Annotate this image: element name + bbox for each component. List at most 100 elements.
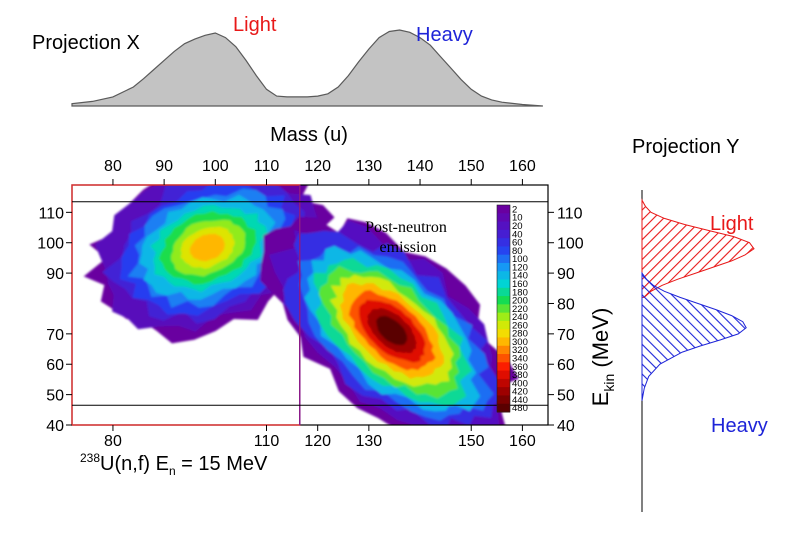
bottom-tick-label: 130 (356, 433, 383, 450)
left-tick-label: 110 (38, 205, 64, 222)
colorbar-swatch (497, 362, 510, 372)
colorbar-swatch (497, 320, 510, 330)
colorbar-label: 200 (512, 296, 528, 307)
colorbar-label: 60 (512, 238, 523, 249)
colorbar-label: 340 (512, 353, 528, 364)
mass-energy-heatmap: Mass (u) 80 90 100 110 120 130 140 150 160 80 110… (37, 124, 617, 478)
projection-y-title: Projection Y (632, 136, 739, 158)
colorbar-swatch (497, 221, 510, 231)
colorbar-label: 10 (512, 213, 523, 224)
y-axis-label: Ekin (MeV) (588, 308, 617, 407)
colorbar-swatch (497, 262, 510, 272)
bottom-tick-label: 80 (104, 433, 122, 450)
colorbar-swatch (497, 370, 510, 380)
top-tick-label: 130 (356, 158, 383, 175)
colorbar-swatch (497, 296, 510, 305)
right-axis-ticks: 40 50 60 70 80 90 100 110 (548, 205, 584, 435)
colorbar-swatch (497, 279, 510, 289)
colorbar-swatch (497, 304, 510, 314)
projection-y-light-area (641, 198, 755, 298)
reaction-body: U(n,f) E (100, 453, 169, 475)
colorbar-label: 360 (512, 362, 528, 373)
left-axis-ticks: 40 50 60 70 90 100 110 (37, 205, 72, 435)
colorbar-swatch (497, 354, 510, 363)
top-tick-label: 150 (458, 158, 485, 175)
right-tick-label: 110 (557, 205, 583, 222)
colorbar-swatch (497, 395, 510, 405)
top-tick-label: 160 (509, 158, 536, 175)
colorbar-swatch (497, 403, 510, 413)
right-tick-label: 100 (557, 236, 584, 253)
colorbar-label: 80 (512, 246, 523, 257)
right-tick-label: 40 (557, 418, 575, 435)
right-tick-label: 60 (557, 357, 575, 374)
colorbar-swatch (497, 345, 510, 355)
colorbar-swatch (497, 387, 510, 396)
colorbar-label: 280 (512, 329, 528, 340)
colorbar-swatch (497, 254, 510, 264)
colorbar-swatch (497, 246, 510, 256)
heatmap-density (83, 185, 519, 425)
colorbar-label: 420 (512, 387, 528, 398)
reaction-subscript: n (169, 464, 176, 478)
colorbar-label: 40 (512, 229, 523, 240)
top-tick-label: 90 (155, 158, 173, 175)
projection-x-light-label: Light (233, 14, 277, 36)
colorbar-label: 2 (512, 204, 517, 215)
bottom-axis-ticks: 80 110 120 130 150 160 (104, 425, 536, 450)
bottom-tick-label: 160 (509, 433, 536, 450)
colorbar-swatch (497, 271, 510, 281)
colorbar-label: 380 (512, 370, 528, 381)
colorbar-swatch (497, 287, 510, 297)
colorbar-label: 160 (512, 279, 528, 290)
projection-x-chart: Projection X Light Heavy (32, 14, 543, 107)
colorbar-label: 100 (512, 254, 528, 265)
colorbar-label: 120 (512, 262, 528, 273)
bottom-tick-label: 110 (254, 433, 280, 450)
colorbar-swatch (497, 213, 510, 223)
colorbar-swatch (497, 337, 510, 347)
colorbar-label: 220 (512, 304, 528, 315)
projection-y-heavy-label: Heavy (711, 415, 768, 437)
colorbar-label: 140 (512, 271, 528, 282)
colorbar: 2102040608010012014016018020022024026028… (496, 204, 528, 414)
projection-x-heavy-label: Heavy (416, 24, 473, 46)
reaction-energy: = 15 MeV (176, 453, 268, 475)
colorbar-label: 480 (512, 403, 528, 414)
right-tick-label: 90 (557, 266, 575, 283)
left-tick-label: 90 (46, 266, 64, 283)
colorbar-label: 180 (512, 287, 528, 298)
post-neutron-annotation: Post-neutron emission (365, 219, 451, 256)
left-tick-label: 60 (46, 357, 64, 374)
colorbar-frame (496, 204, 511, 413)
projection-y-heavy-area (641, 271, 747, 401)
left-tick-label: 100 (37, 236, 64, 253)
projection-y-light-label: Light (710, 213, 754, 235)
left-tick-label: 40 (46, 418, 64, 435)
right-tick-label: 70 (557, 327, 575, 344)
left-tick-label: 50 (46, 388, 64, 405)
bottom-tick-label: 120 (304, 433, 331, 450)
reaction-mass-number: 238 (80, 451, 100, 465)
projection-x-title: Projection X (32, 32, 140, 54)
colorbar-label: 320 (512, 345, 528, 356)
top-tick-label: 100 (202, 158, 229, 175)
bottom-tick-label: 150 (458, 433, 485, 450)
colorbar-swatch (497, 312, 510, 322)
projection-y-chart: Projection Y Light Heavy (632, 136, 768, 512)
colorbar-swatch (497, 229, 510, 239)
left-tick-label: 70 (46, 327, 64, 344)
right-tick-label: 50 (557, 388, 575, 405)
colorbar-label: 20 (512, 221, 523, 232)
top-tick-label: 120 (304, 158, 331, 175)
colorbar-swatch (497, 329, 510, 338)
colorbar-swatch (497, 205, 510, 214)
colorbar-label: 300 (512, 337, 528, 348)
colorbar-swatch (497, 238, 510, 247)
x-axis-label: Mass (u) (270, 124, 348, 146)
colorbar-label: 440 (512, 395, 528, 406)
colorbar-label: 260 (512, 320, 528, 331)
reaction-label: 238U(n,f) En = 15 MeV (80, 451, 268, 478)
colorbar-swatch (497, 378, 510, 388)
